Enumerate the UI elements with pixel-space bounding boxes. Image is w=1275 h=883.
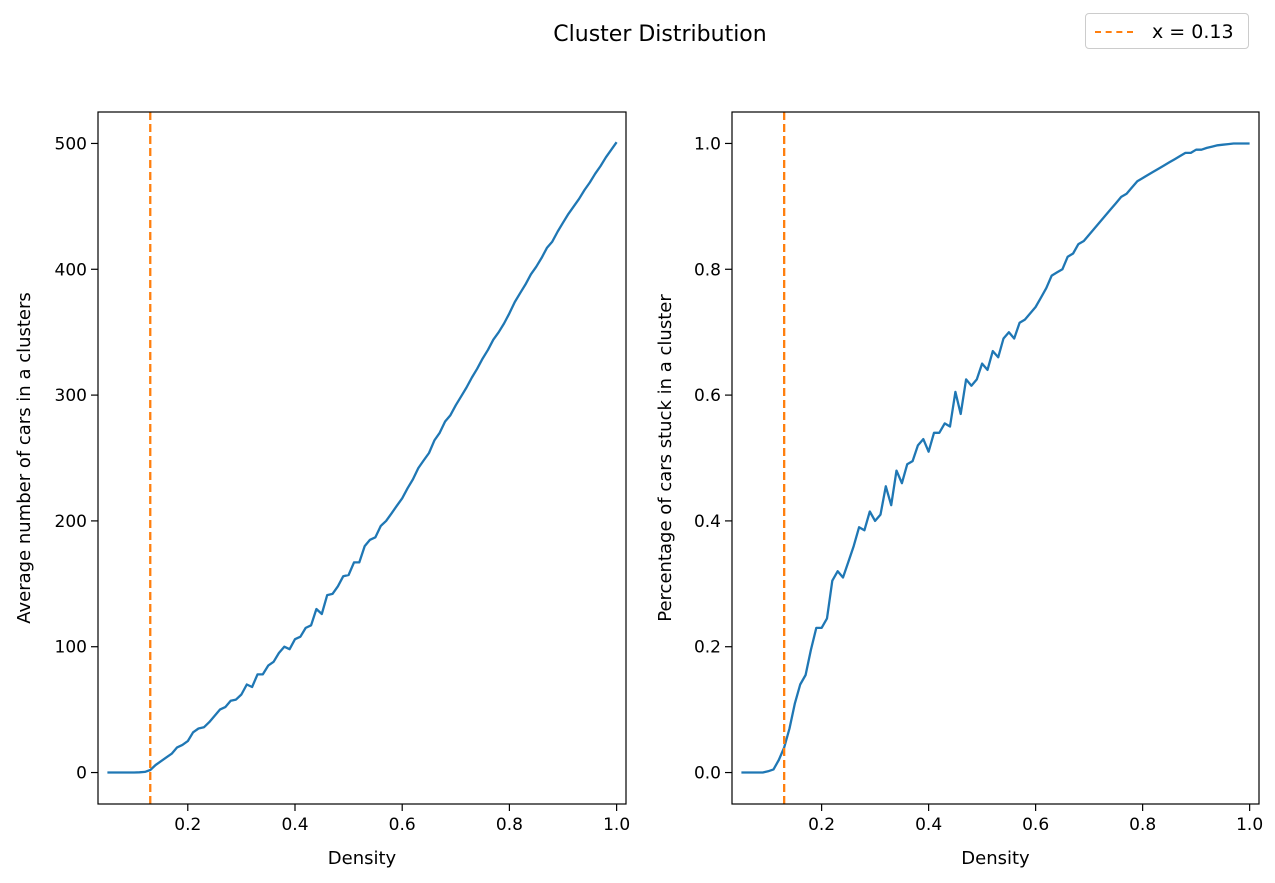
y-axis-label: Average number of cars in a clusters: [14, 292, 35, 624]
y-axis-label: Percentage of cars stuck in a cluster: [655, 294, 676, 622]
y-tick-label: 0.4: [694, 512, 721, 532]
y-tick-label: 500: [55, 134, 87, 154]
legend-dashed-line: [1095, 31, 1133, 33]
legend-label: x = 0.13: [1152, 21, 1234, 43]
figure-title: Cluster Distribution: [553, 22, 766, 47]
y-tick-label: 0.8: [694, 260, 721, 280]
right-chart: 0.2 0.4 0.6 0.8 1.0 0.0 0.2 0.4 0.6 0.8 1.0 Density…: [655, 111, 1263, 869]
data-line: [107, 141, 618, 774]
plot-frame: [731, 111, 1260, 805]
y-tick-label: 0.0: [694, 764, 721, 784]
x-tick-label: 0.2: [174, 815, 201, 835]
x-tick-label: 0.8: [496, 815, 523, 835]
x-tick-label: 0.4: [281, 815, 308, 835]
x-tick-label: 0.8: [1129, 815, 1156, 835]
x-tick-label: 0.2: [808, 815, 835, 835]
y-tick-label: 300: [55, 386, 87, 406]
x-tick-label: 0.6: [1022, 815, 1049, 835]
x-tick-label: 1.0: [1236, 815, 1263, 835]
legend: x = 0.13: [1085, 13, 1249, 49]
y-tick-label: 0.6: [694, 386, 721, 406]
y-tick-label: 200: [55, 512, 87, 532]
plot-frame: [97, 111, 627, 805]
y-tick-label: 0.2: [694, 638, 721, 658]
x-axis-label: Density: [961, 848, 1030, 869]
data-line: [741, 142, 1250, 774]
x-axis-label: Density: [328, 848, 397, 869]
x-tick-label: 0.4: [915, 815, 942, 835]
y-tick-label: 100: [55, 638, 87, 658]
left-chart: 0.2 0.4 0.6 0.8 1.0 0 100 200 300 400 500 Density Av…: [14, 111, 630, 869]
y-tick-label: 400: [55, 260, 87, 280]
x-tick-label: 0.6: [389, 815, 416, 835]
x-tick-label: 1.0: [603, 815, 630, 835]
y-tick-label: 1.0: [694, 134, 721, 154]
y-tick-label: 0: [76, 764, 87, 784]
